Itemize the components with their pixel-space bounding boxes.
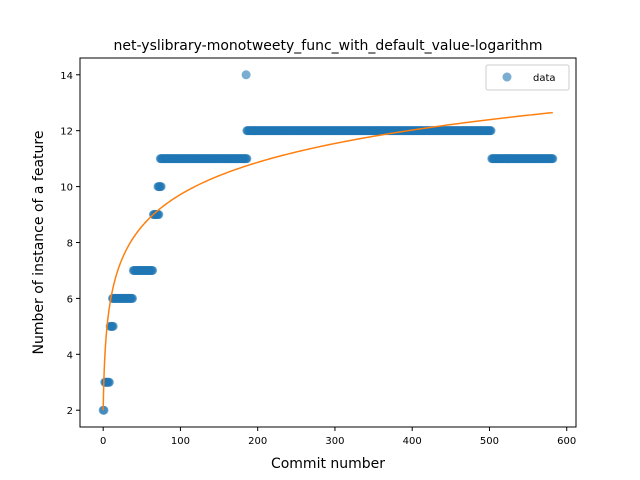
- y-tick-label: 14: [60, 71, 73, 82]
- y-axis-label: Number of instance of a feature: [31, 131, 47, 355]
- legend: data: [485, 64, 570, 91]
- fit-line: [102, 111, 553, 411]
- y-tick-label: 10: [60, 183, 73, 194]
- data-point: [156, 182, 166, 192]
- data-point: [128, 293, 138, 303]
- plot-area: [98, 70, 558, 415]
- x-tick-label: 500: [480, 436, 499, 447]
- x-axis-label: Commit number: [271, 456, 385, 472]
- legend-label: data: [533, 73, 556, 84]
- data-point: [241, 70, 251, 80]
- y-tick-label: 2: [67, 406, 73, 417]
- x-tick-label: 0: [100, 436, 106, 447]
- data-point: [486, 126, 496, 136]
- data-point: [148, 265, 158, 275]
- data-point: [548, 154, 558, 164]
- y-tick-label: 12: [60, 127, 73, 138]
- x-axis: 0 100 200 300 400 500 600: [100, 427, 576, 447]
- data-point: [108, 321, 118, 331]
- x-tick-label: 400: [403, 436, 422, 447]
- x-tick-label: 100: [171, 436, 190, 447]
- data-point: [104, 377, 114, 387]
- x-tick-label: 200: [248, 436, 267, 447]
- chart-title: net-yslibrary-monotweety_func_with_defau…: [114, 38, 543, 54]
- legend-marker: [502, 72, 512, 82]
- data-point: [242, 154, 252, 164]
- x-tick-label: 600: [557, 436, 576, 447]
- data-point: [99, 405, 109, 415]
- legend-frame: [485, 64, 570, 91]
- x-tick-label: 300: [325, 436, 344, 447]
- y-tick-label: 6: [67, 294, 73, 305]
- y-tick-label: 4: [67, 350, 73, 361]
- y-axis: 2 4 6 8 10 12 14: [60, 71, 80, 417]
- y-tick-label: 8: [67, 239, 73, 250]
